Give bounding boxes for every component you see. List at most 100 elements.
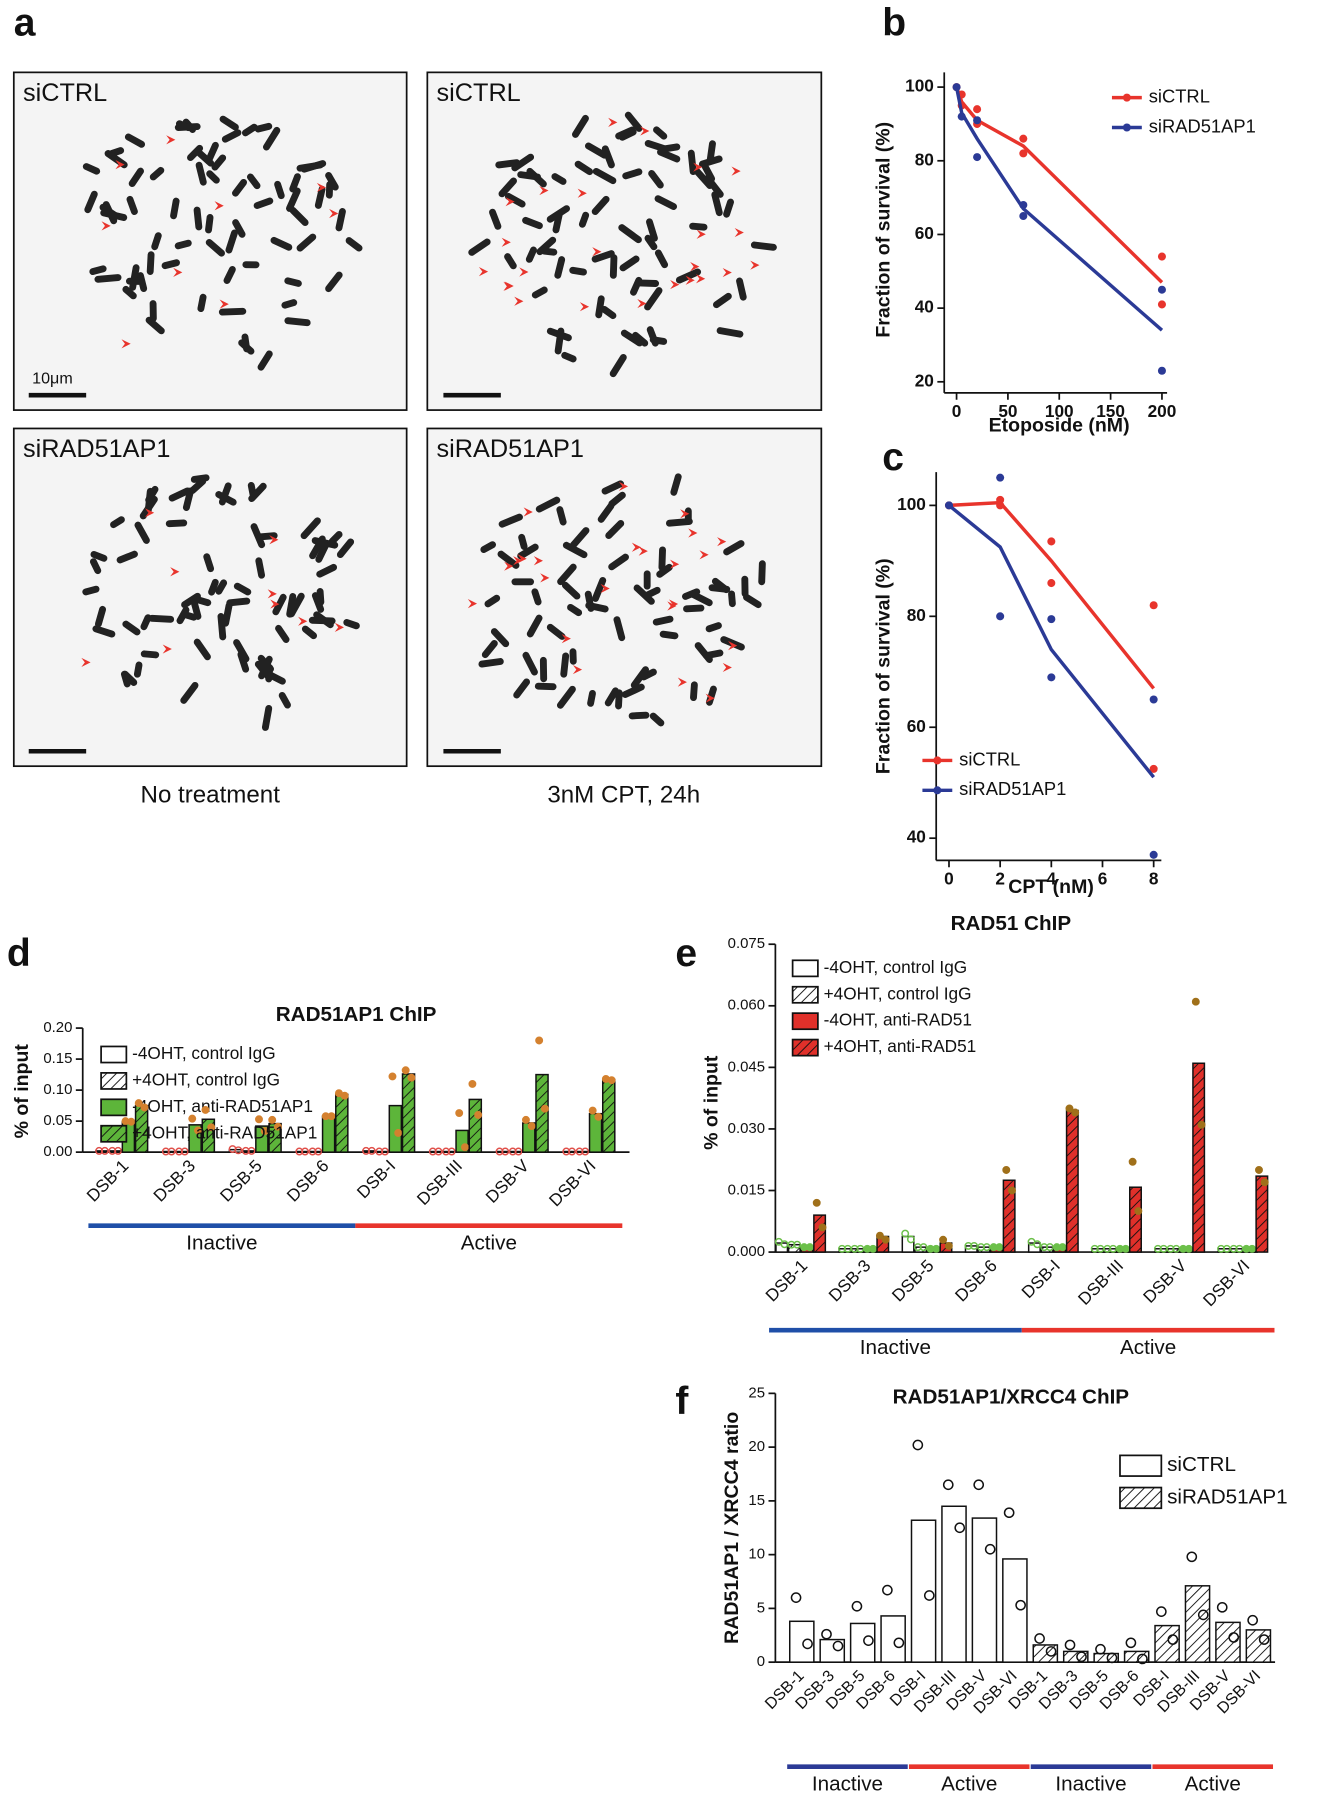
arrowhead: [722, 267, 732, 278]
replicate-point: [919, 1243, 928, 1252]
chromosome: [592, 167, 617, 185]
chromosome: [554, 256, 566, 279]
legend-swatch: [100, 1124, 128, 1143]
group-label: Active: [461, 1231, 517, 1254]
chromosome: [584, 142, 608, 159]
arrowhead: [577, 188, 587, 198]
y-axis-label: Fraction of survival (%): [873, 122, 895, 338]
chromosome: [658, 546, 666, 571]
replicate-point: [1071, 1108, 1080, 1117]
arrowhead: [640, 126, 650, 136]
chart-title: RAD51AP1/XRCC4 ChIP: [893, 1385, 1130, 1408]
replicate-point: [273, 1122, 282, 1131]
x-tick-label: 6: [1098, 868, 1108, 888]
replicate-point: [875, 1231, 884, 1240]
chromosome: [536, 236, 557, 256]
replicate-point: [521, 1115, 530, 1124]
chromosome: [161, 259, 180, 270]
bar: [401, 1073, 416, 1153]
chromosome: [622, 168, 643, 180]
replicate-point: [882, 1584, 893, 1596]
chromosome: [137, 272, 148, 293]
arrowhead: [270, 599, 280, 609]
chromosome: [525, 246, 537, 263]
chromosome: [316, 563, 338, 578]
chromosome: [149, 300, 157, 322]
replicate-point: [207, 1123, 216, 1132]
replicate-point: [863, 1635, 874, 1646]
chromosome: [518, 533, 528, 551]
replicate-point: [594, 1112, 603, 1121]
legend-label: +4OHT, anti-RAD51AP1: [132, 1122, 317, 1142]
arrowhead: [618, 481, 629, 491]
arrowhead: [579, 302, 590, 312]
chromosome: [481, 639, 498, 659]
chromosome: [478, 658, 504, 668]
bar: [1245, 1629, 1272, 1663]
chromosome: [489, 208, 502, 230]
data-point: [973, 105, 982, 114]
arrowhead: [731, 166, 741, 176]
replicate-point: [268, 1115, 277, 1124]
chromosome: [706, 140, 716, 165]
chromosome: [325, 171, 339, 191]
chromosome: [591, 250, 615, 263]
chromosome: [272, 593, 287, 616]
x-tick-label: DSB-3: [149, 1156, 199, 1206]
legend-swatch: [100, 1045, 128, 1064]
chromosome: [653, 126, 668, 140]
micrograph: [426, 427, 823, 768]
y-tick-label: 0.000: [728, 1243, 765, 1260]
chromosome: [345, 237, 363, 252]
arrowhead: [478, 267, 489, 277]
legend-label: siRAD51AP1: [1167, 1485, 1288, 1508]
replicate-point: [407, 1073, 416, 1082]
y-tick-label: 60: [915, 223, 934, 243]
arrowhead: [144, 508, 155, 518]
chromosome: [261, 704, 273, 731]
chromosome: [145, 316, 165, 335]
chromosome: [595, 295, 605, 319]
chromosome: [539, 656, 548, 683]
replicate-point: [1095, 1643, 1106, 1655]
bar: [321, 1115, 336, 1153]
chromosome: [490, 628, 510, 648]
replicate-point: [394, 1128, 403, 1137]
replicate-point: [912, 1439, 924, 1451]
replicate-point: [821, 1628, 832, 1640]
chromosome: [682, 588, 701, 600]
chromosome: [140, 650, 160, 659]
replicate-point: [401, 1066, 410, 1075]
chromosome: [255, 557, 266, 579]
replicate-point: [607, 1076, 616, 1085]
chromosome: [289, 173, 301, 193]
chromosome: [587, 689, 596, 707]
bar: [788, 1620, 815, 1663]
chromosome: [609, 353, 627, 378]
chromosome: [315, 541, 330, 563]
chromosome: [223, 266, 236, 284]
bar: [1129, 1186, 1142, 1253]
arrowhead: [115, 160, 125, 170]
bar: [971, 1517, 998, 1663]
fit-line: [948, 500, 1156, 690]
replicate-point: [881, 1235, 890, 1244]
bar: [1215, 1621, 1241, 1663]
replicate-point: [1002, 1166, 1011, 1174]
arrowhead: [677, 677, 687, 687]
chromosome: [89, 265, 107, 276]
replicate-point: [790, 1592, 802, 1603]
chromosome: [480, 541, 496, 553]
arrowhead: [81, 657, 91, 668]
chromosome: [335, 208, 346, 232]
chromosome: [640, 668, 657, 681]
replicate-point: [984, 1543, 996, 1555]
panel-a: siCTRL siCTRL siRAD51AP1 siRAD51AP1 10μm…: [12, 71, 823, 808]
fit-line: [954, 86, 1164, 284]
chromosome: [122, 620, 141, 636]
arrowhead: [519, 267, 529, 277]
chromosome: [193, 206, 203, 231]
replicate-point: [381, 1147, 389, 1156]
chromosome: [211, 154, 227, 171]
x-tick-label: DSB-III: [413, 1156, 466, 1209]
